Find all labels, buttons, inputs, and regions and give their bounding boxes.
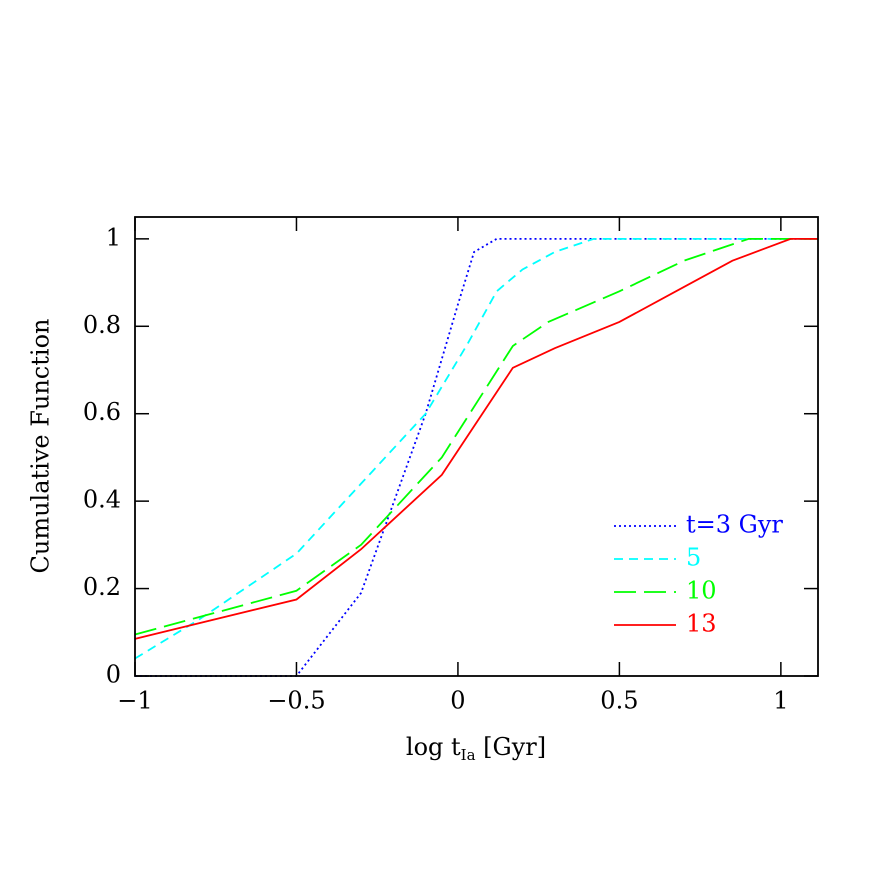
y-tick-label: 0 [106,661,121,689]
y-axis-label: Cumulative Function [27,319,55,574]
data-line [134,237,818,636]
legend-label: 13 [686,610,717,638]
x-tick-label: 1 [773,687,788,715]
x-label-main: log t [406,733,461,761]
plot-frame [134,216,819,677]
y-tick-label: 0.6 [83,398,121,426]
legend-label: t=3 Gyr [686,511,783,539]
y-tick-label: 0.2 [83,573,121,601]
legend-label: 10 [686,577,717,605]
x-tick-label: 0 [450,687,465,715]
x-label-unit: [Gyr] [476,733,547,761]
legend-label: 5 [686,544,701,572]
data-line [134,237,818,660]
data-line [134,237,818,640]
x-label-sub: Ia [461,746,476,764]
x-axis-label: log tIa [Gyr] [406,733,546,765]
y-tick-label: 1 [106,223,121,251]
x-tick-label: −0.5 [267,687,325,715]
x-tick-label: 0.5 [600,687,638,715]
y-tick-label: 0.8 [83,311,121,339]
y-tick-label: 0.4 [83,486,121,514]
x-tick-label: −1 [117,687,152,715]
